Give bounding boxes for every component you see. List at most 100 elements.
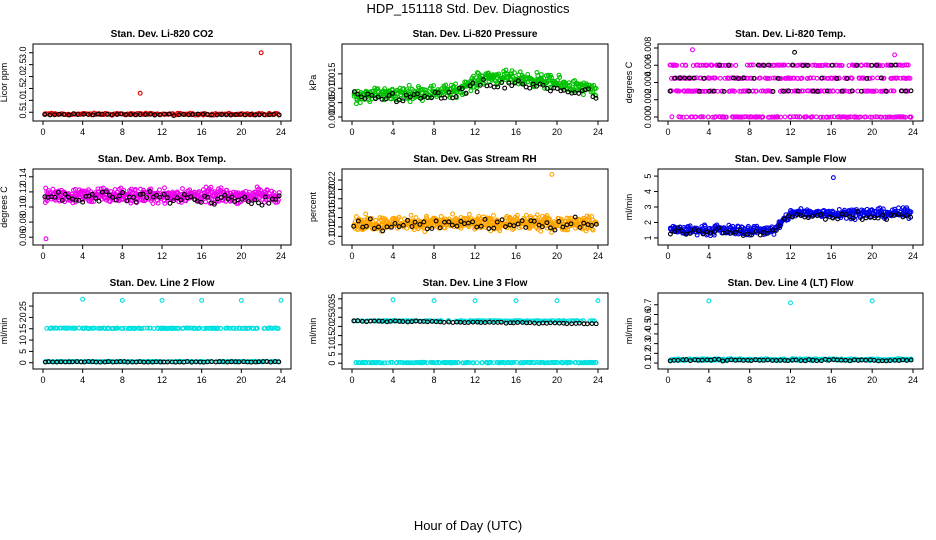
y-tick-label: 0.010 — [327, 77, 337, 100]
y-axis-label: ml/min — [0, 318, 9, 345]
data-point — [42, 112, 48, 117]
series-black — [667, 49, 914, 94]
data-point — [905, 62, 911, 68]
outlier-point — [892, 52, 898, 58]
data-point — [593, 93, 599, 99]
data-point — [150, 201, 156, 207]
data-point — [167, 200, 173, 206]
outlier-point — [595, 298, 601, 304]
data-point — [810, 88, 816, 94]
y-tick-label: 0.000 — [327, 106, 337, 129]
data-point — [433, 218, 439, 224]
outlier-point — [690, 47, 695, 53]
y-tick-label: 1.5 — [18, 82, 28, 95]
y-axis-label: Licor ppm — [0, 63, 9, 103]
data-point — [774, 62, 780, 68]
data-point — [875, 215, 881, 221]
data-point — [154, 192, 159, 198]
panel-2: Stan. Dev. Li-820 Pressure 0 4 8 12 16 20 24 0.0… — [308, 29, 609, 137]
data-point — [557, 74, 563, 80]
data-point — [171, 198, 176, 204]
data-point — [708, 230, 714, 236]
data-point — [768, 88, 774, 94]
data-point — [896, 211, 901, 217]
data-point — [252, 197, 258, 203]
data-point — [790, 62, 796, 68]
data-point — [556, 219, 562, 224]
data-point — [130, 195, 136, 200]
data-point — [753, 229, 759, 234]
data-point — [218, 185, 224, 191]
data-point — [908, 357, 914, 363]
data-point — [156, 187, 162, 193]
x-tick-label: 24 — [593, 251, 603, 261]
data-point — [132, 325, 138, 331]
data-point — [421, 219, 427, 225]
data-point — [242, 194, 248, 200]
x-tick-label: 16 — [511, 251, 521, 261]
data-point — [827, 88, 833, 94]
data-point — [512, 70, 517, 76]
data-point — [394, 360, 400, 365]
data-point — [171, 113, 177, 119]
data-point — [710, 114, 715, 120]
outlier-point — [80, 296, 86, 302]
data-point — [888, 88, 894, 94]
data-point — [465, 220, 471, 226]
data-point — [195, 111, 201, 117]
data-point — [276, 197, 281, 203]
panel-1: Stan. Dev. Li-820 CO2 0 4 8 12 16 20 24 0.51.01.… — [0, 29, 292, 137]
data-point — [165, 359, 170, 365]
data-point — [437, 225, 443, 231]
x-tick-label: 0 — [665, 375, 670, 385]
data-point — [888, 62, 894, 68]
data-point — [424, 319, 430, 325]
data-point — [805, 63, 810, 68]
y-tick-label: 3.0 — [18, 47, 28, 60]
data-point — [231, 325, 237, 331]
points-layer — [42, 296, 284, 365]
data-point — [431, 83, 437, 89]
y-tick-label: 0.14 — [18, 168, 28, 186]
data-point — [362, 95, 368, 101]
outlier-point — [258, 50, 264, 56]
data-point — [418, 95, 424, 101]
data-point — [80, 199, 86, 205]
data-point — [814, 358, 820, 364]
data-point — [194, 198, 200, 204]
data-point — [424, 226, 430, 232]
data-point — [399, 360, 405, 366]
data-point — [225, 325, 231, 331]
plot-frame — [32, 43, 292, 122]
data-point — [167, 359, 172, 364]
data-point — [446, 89, 452, 95]
data-point — [140, 191, 146, 197]
data-point — [805, 75, 811, 81]
data-point — [144, 325, 150, 331]
plot-frame — [32, 168, 292, 246]
data-point — [132, 112, 138, 118]
data-point — [515, 221, 521, 227]
data-point — [259, 202, 265, 208]
data-point — [874, 114, 880, 120]
data-point — [869, 114, 875, 120]
data-point — [178, 199, 184, 205]
data-point — [527, 85, 533, 91]
data-point — [118, 111, 124, 117]
data-point — [515, 78, 521, 84]
data-point — [541, 75, 547, 81]
data-point — [133, 199, 139, 205]
data-point — [162, 185, 167, 191]
data-point — [711, 88, 717, 94]
data-point — [908, 88, 914, 94]
data-point — [866, 88, 872, 94]
data-point — [547, 320, 553, 326]
y-tick-label: 0.22 — [327, 171, 337, 189]
data-point — [125, 359, 131, 365]
data-point — [539, 224, 545, 230]
panel-title: Stan. Dev. Gas Stream RH — [413, 154, 536, 165]
data-point — [836, 207, 842, 212]
data-point — [396, 359, 402, 365]
data-point — [818, 211, 824, 217]
y-tick-label: 2 — [643, 220, 653, 225]
